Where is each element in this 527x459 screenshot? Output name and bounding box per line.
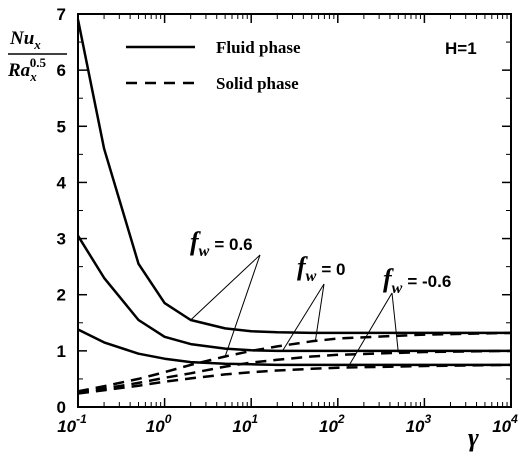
series-line-fluid-phase-fw-0.6 [76,19,511,335]
legend: Fluid phase Solid phase [126,38,301,93]
annotation-leader-line [347,292,393,368]
x-tick-label: 102 [319,412,345,436]
annotation-fw-0-sub: w [306,268,317,285]
series-line-fluid-phase-fw-0 [76,235,511,353]
annotation-leader-line [282,283,325,352]
annotation-leader-line [391,292,399,353]
y-tick-label: 1 [57,342,66,361]
annotation-fw-0-symbol: f [297,252,308,281]
svg-text:Rax0.5: Rax0.5 [7,55,46,84]
y-label-denominator-sup: 0.5 [30,55,47,70]
x-tick-label: 104 [492,412,518,436]
x-tick-label: 103 [406,412,432,436]
y-tick-label: 5 [57,117,66,136]
annotation-fw-neg0.6-sub: w [392,280,403,297]
y-label-numerator-sub: x [33,37,41,52]
annotation-fw-neg0.6-value: = -0.6 [407,272,451,291]
y-label-numerator: Nu [9,28,34,49]
annotation-fw-0: fw = 0 [297,252,345,285]
y-label-denominator-sub: x [29,69,37,84]
legend-label-fluid: Fluid phase [216,38,301,57]
x-axis-label: γ [468,423,479,452]
parameter-label: H=1 [445,39,477,58]
annotation-fw-0.6-sub: w [199,243,210,260]
annotation-fw-neg0.6: fw = -0.6 [383,264,451,297]
y-tick-label: 7 [57,5,66,24]
y-tick-label: 2 [57,286,66,305]
legend-label-solid: Solid phase [216,74,299,93]
y-label-denominator: Ra [7,60,31,81]
annotation-fw-0.6-value: = 0.6 [214,235,252,254]
annotation-leader-line [190,254,261,321]
y-tick-label: 0 [57,398,66,417]
svg-text:Nux: Nux [9,28,41,52]
leader-lines [190,254,399,368]
annotation-leader-line [224,254,261,357]
plot-frame [77,13,512,408]
y-tick-label: 6 [57,61,66,80]
series-line-solid-phase-fw-0 [77,349,512,394]
annotation-fw-0.6-symbol: f [190,227,201,256]
y-axis-label: Nux Rax0.5 [7,28,67,84]
series-line-solid-phase-fw-0.6 [77,331,512,393]
series-layer [76,19,512,395]
x-tick-label: 101 [232,412,258,436]
annotation-leader-line [314,283,325,342]
annotation-fw-0-value: = 0 [321,260,345,279]
y-tick-label: 3 [57,230,66,249]
y-tick-label: 4 [57,173,67,192]
x-tick-label: 100 [146,412,172,436]
x-tick-label: 10-1 [57,412,87,436]
annotation-fw-neg0.6-symbol: f [383,264,394,293]
series-line-fluid-phase-fw--0.6 [77,328,511,367]
series-line-solid-phase-fw--0.6 [77,363,512,395]
annotation-fw-0.6: fw = 0.6 [190,227,253,260]
